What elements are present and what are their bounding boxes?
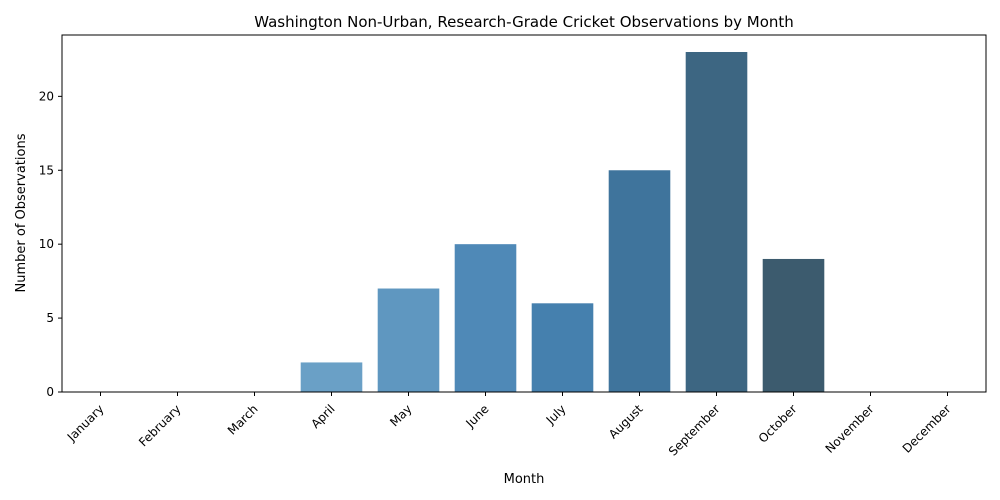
x-tick-label: November bbox=[823, 402, 877, 456]
y-tick-label: 15 bbox=[39, 163, 54, 177]
x-tick-label: July bbox=[543, 402, 569, 428]
y-tick-label: 20 bbox=[39, 89, 54, 103]
plot-frame bbox=[61, 34, 987, 393]
x-tick-label: March bbox=[225, 402, 261, 438]
bar-june bbox=[454, 244, 517, 392]
x-tick-label: August bbox=[606, 402, 646, 442]
x-tick-label: June bbox=[463, 402, 492, 431]
x-tick-label: February bbox=[136, 402, 184, 450]
y-tick-label: 10 bbox=[39, 237, 54, 251]
bar-october bbox=[762, 258, 825, 392]
x-tick-label: September bbox=[666, 402, 723, 459]
bar-april bbox=[300, 362, 363, 392]
bar-may bbox=[377, 288, 440, 392]
x-tick-label: December bbox=[900, 402, 954, 456]
y-tick-label: 0 bbox=[46, 385, 54, 399]
y-tick-label: 5 bbox=[46, 311, 54, 325]
bar-august bbox=[608, 170, 671, 392]
chart-title: Washington Non-Urban, Research-Grade Cri… bbox=[254, 13, 794, 31]
bar-september bbox=[685, 52, 748, 392]
x-tick-label: January bbox=[64, 402, 107, 445]
y-axis-ticks: 0 5 10 15 20 bbox=[39, 89, 62, 399]
x-axis-label: Month bbox=[504, 472, 545, 487]
y-axis-label: Number of Observations bbox=[14, 133, 29, 292]
bars-layer bbox=[300, 52, 825, 392]
x-tick-label: April bbox=[308, 402, 337, 431]
x-axis-ticks: January February March April May June July Augu… bbox=[64, 392, 954, 459]
x-tick-label: May bbox=[387, 402, 414, 429]
bar-july bbox=[531, 303, 594, 392]
x-tick-label: October bbox=[756, 402, 800, 446]
